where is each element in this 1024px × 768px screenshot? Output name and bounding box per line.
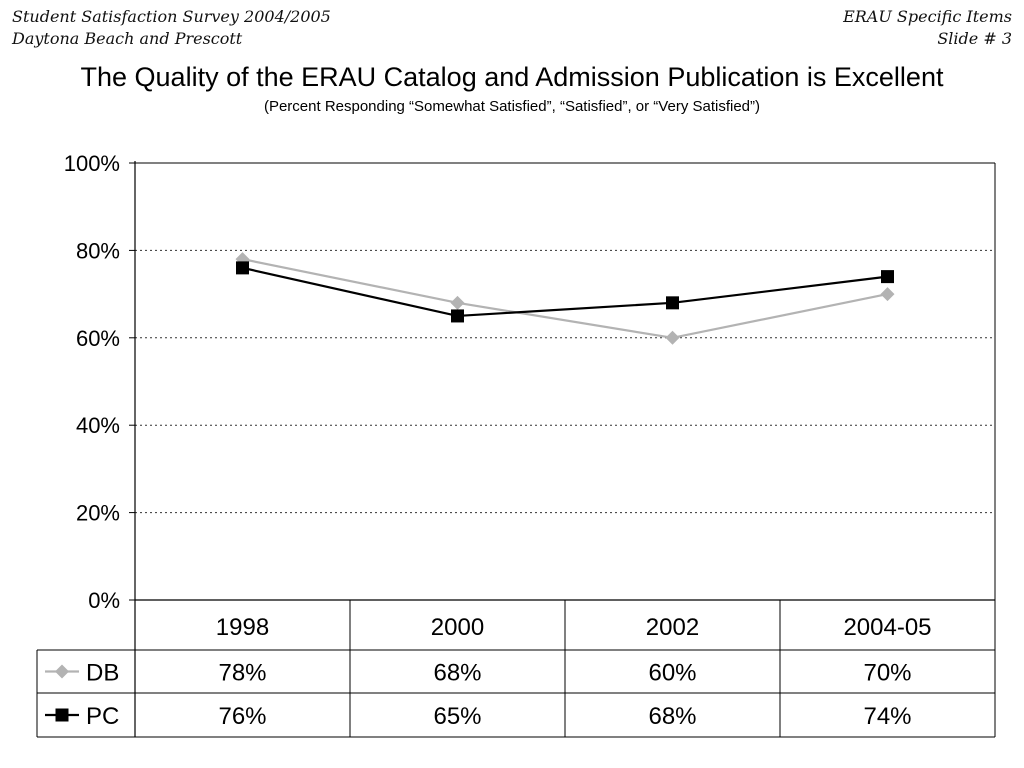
survey-title: Student Satisfaction Survey 2004/2005 — [12, 7, 331, 26]
y-tick-label: 100% — [64, 151, 120, 176]
campus-label: Daytona Beach and Prescott — [12, 29, 243, 48]
table-value: 60% — [648, 660, 696, 687]
series-line-pc — [242, 266, 888, 318]
y-tick-label: 20% — [76, 501, 120, 526]
data-point-pc — [881, 270, 894, 284]
series-line-db — [242, 258, 888, 339]
x-category-label: 2002 — [646, 614, 699, 641]
slide-number: Slide # 3 — [937, 29, 1012, 48]
data-point-db — [880, 287, 895, 302]
data-point-db — [450, 295, 465, 310]
slide-header-left: Student Satisfaction Survey 2004/2005 Da… — [12, 6, 331, 50]
data-point-db — [665, 330, 680, 345]
section-label: ERAU Specific Items — [843, 7, 1012, 26]
chart-subtitle: (Percent Responding “Somewhat Satisfied”… — [263, 98, 761, 115]
legend-label: DB — [86, 660, 119, 687]
legend-key-marker — [55, 664, 69, 679]
legend-key-marker — [55, 708, 69, 722]
data-point-pc — [236, 261, 249, 275]
table-value: 76% — [218, 703, 266, 730]
legend-label: PC — [86, 703, 119, 730]
data-point-pc — [451, 309, 464, 323]
y-tick-label: 60% — [76, 326, 120, 351]
table-value: 70% — [863, 660, 911, 687]
data-point-pc — [666, 296, 679, 310]
x-category-label: 2000 — [431, 614, 484, 641]
table-value: 68% — [648, 703, 696, 730]
x-category-label: 1998 — [216, 614, 269, 641]
table-value: 65% — [433, 703, 481, 730]
table-value: 68% — [433, 660, 481, 687]
slide-header-right: ERAU Specific Items Slide # 3 — [843, 6, 1012, 50]
y-tick-label: 0% — [88, 588, 120, 613]
y-tick-label: 80% — [76, 238, 120, 263]
table-value: 78% — [218, 660, 266, 687]
chart-title: The Quality of the ERAU Catalog and Admi… — [80, 62, 944, 92]
x-category-label: 2004-05 — [843, 614, 931, 641]
y-tick-label: 40% — [76, 413, 120, 438]
table-value: 74% — [863, 703, 911, 730]
